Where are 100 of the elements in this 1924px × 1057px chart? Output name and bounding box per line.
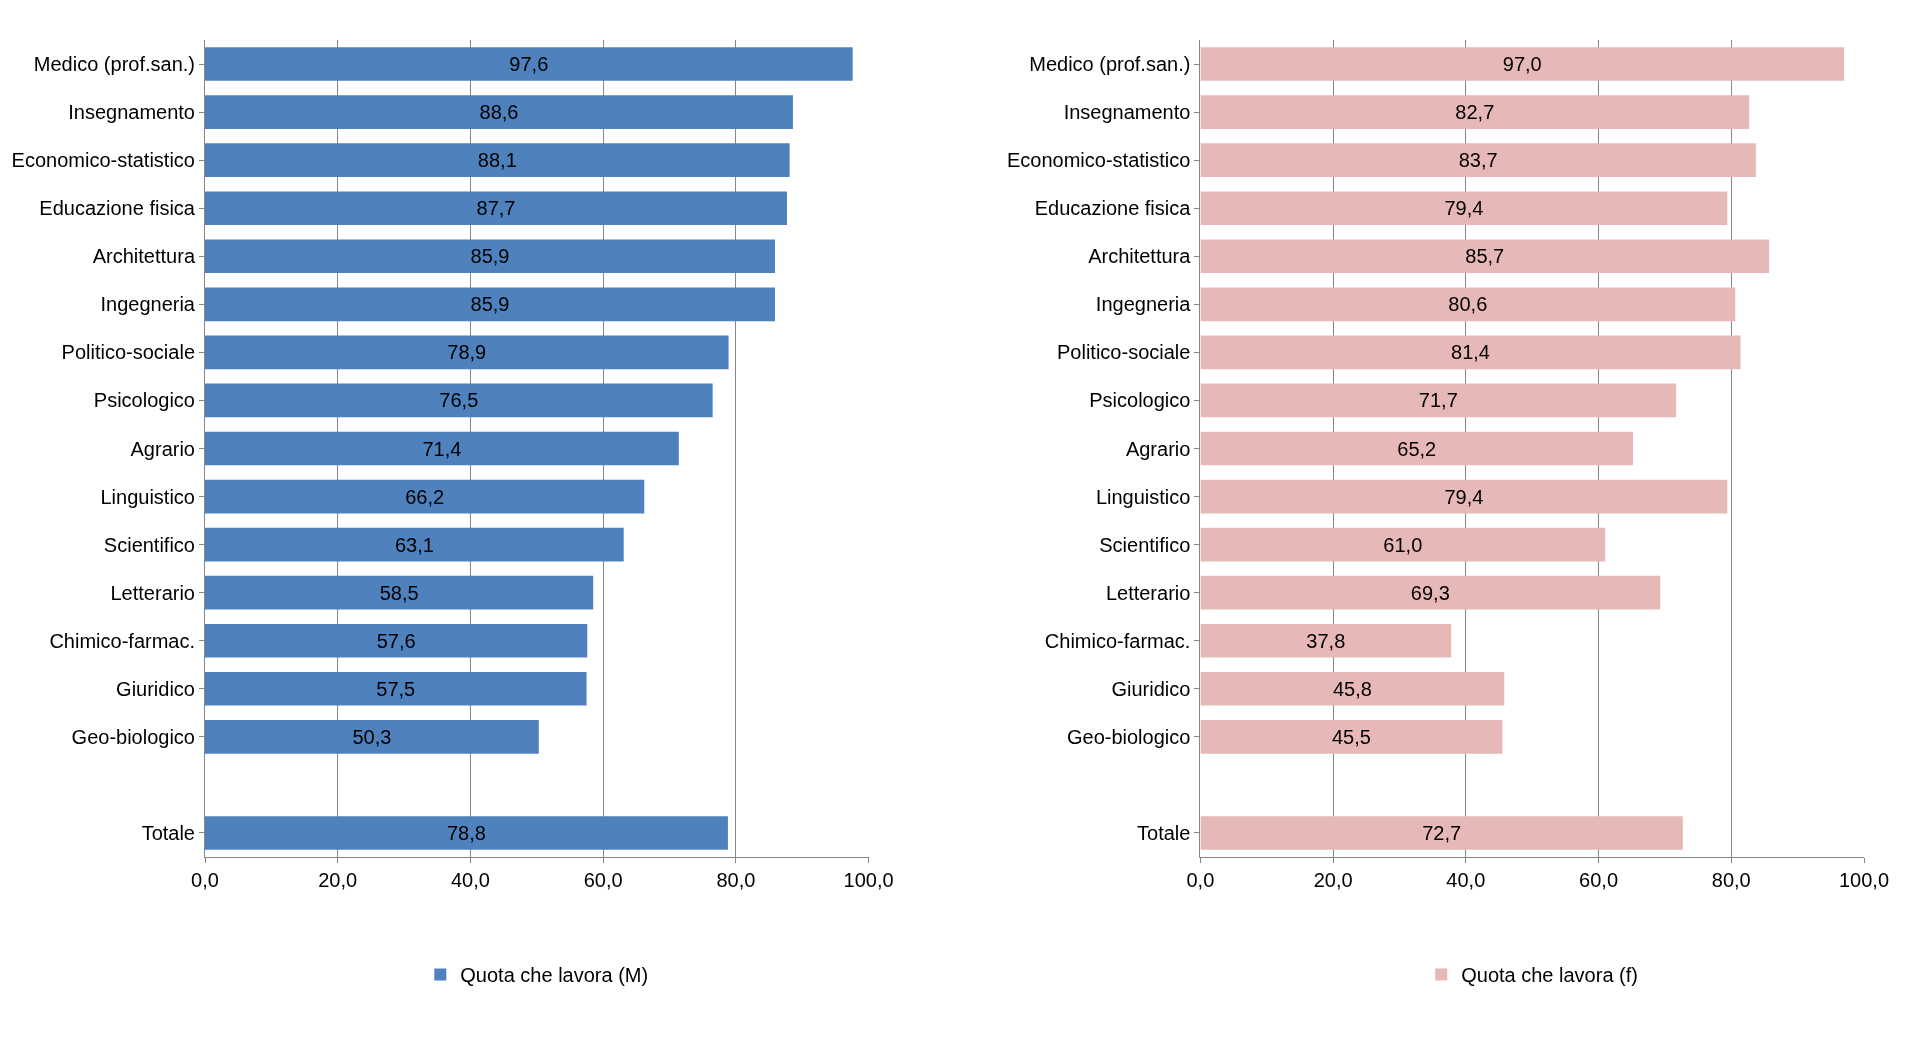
bar [205,239,776,274]
y-tick-label: Medico (prof.san.) [33,53,195,76]
data-label: 66,2 [405,485,445,508]
data-label: 83,7 [1458,149,1498,172]
y-tick-label: Architettura [92,245,196,268]
bar [205,95,793,129]
y-tick-label: Letterario [1105,581,1191,604]
data-label: 78,9 [447,341,487,364]
x-tick-label: 100,0 [1838,869,1890,891]
bar [205,527,624,562]
bar [1200,431,1634,466]
y-tick-label: Totale [1137,821,1191,844]
bar [205,191,787,226]
data-label: 57,6 [376,629,416,652]
x-tick-label: 0,0 [1186,869,1215,891]
data-label: 80,6 [1448,293,1488,316]
bar [205,47,853,81]
bar [205,720,539,754]
data-label: 57,5 [376,677,416,700]
y-tick-label: Psicologico [1089,389,1191,412]
x-tick-label: 20,0 [1313,869,1353,891]
bar [205,816,728,850]
data-label: 65,2 [1397,437,1437,460]
data-label: 79,4 [1444,485,1484,508]
bar [205,143,790,177]
y-tick-label: Letterario [110,581,195,604]
y-tick-label: Totale [141,821,195,844]
bar [205,287,776,322]
y-tick-label: Educazione fisica [1034,197,1192,220]
bar [205,575,594,610]
bar [1200,623,1452,658]
data-label: 61,0 [1383,533,1423,556]
y-tick-label: Scientifico [1099,533,1191,556]
data-label: 88,1 [477,149,517,172]
data-label: 97,6 [509,53,549,76]
y-tick-label: Giuridico [1111,677,1191,700]
bar [205,479,645,514]
data-label: 58,5 [379,581,419,604]
x-tick-label: 60,0 [583,869,623,891]
y-tick-label: Agrario [130,437,195,460]
bar [1200,239,1770,274]
data-label: 37,8 [1306,629,1346,652]
bar [205,431,679,466]
y-tick-label: Linguistico [1095,485,1191,508]
y-tick-label: Medico (prof.san.) [1029,53,1191,76]
bar [205,623,588,658]
data-label: 82,7 [1455,101,1495,124]
bar [1200,527,1606,562]
y-tick-label: Politico-sociale [1057,341,1191,364]
y-tick-label: Educazione fisica [39,197,196,220]
data-label: 78,8 [446,821,486,844]
data-label: 45,8 [1332,677,1372,700]
y-tick-label: Economico-statistico [1006,149,1191,172]
bar [1200,143,1756,177]
data-label: 69,3 [1410,581,1450,604]
y-tick-label: Ingegneria [1095,293,1192,316]
y-tick-label: Chimico-farmac. [1044,629,1191,652]
x-tick-label: 20,0 [318,869,358,891]
x-tick-label: 80,0 [1711,869,1751,891]
bar [1200,335,1741,370]
x-tick-label: 60,0 [1579,869,1619,891]
bar [1200,479,1728,514]
data-label: 88,6 [479,101,519,124]
data-label: 63,1 [394,533,434,556]
y-tick-label: Psicologico [93,389,195,412]
bar [1200,191,1728,226]
data-label: 97,0 [1502,53,1542,76]
data-label: 85,9 [470,245,510,268]
x-tick-label: 0,0 [191,869,219,891]
data-label: 85,7 [1465,245,1505,268]
legend-label: Quota che lavora (M) [460,964,649,987]
bar [1200,671,1505,706]
data-label: 45,5 [1331,725,1371,748]
bar [1200,720,1503,754]
bar [1200,95,1750,129]
y-tick-label: Chimico-farmac. [49,629,195,652]
data-label: 76,5 [439,389,479,412]
y-tick-label: Agrario [1125,437,1191,460]
y-tick-label: Ingegneria [100,293,196,316]
data-label: 50,3 [352,725,392,748]
data-label: 72,7 [1422,821,1462,844]
data-label: 79,4 [1444,197,1484,220]
legend-label: Quota che lavora (f) [1461,964,1638,987]
bar [205,383,713,418]
x-tick-label: 80,0 [716,869,756,891]
y-tick-label: Giuridico [116,677,195,700]
bar [1200,47,1845,81]
y-tick-label: Economico-statistico [11,149,195,172]
data-label: 71,4 [422,437,462,460]
y-tick-label: Insegnamento [1063,101,1191,124]
y-tick-label: Insegnamento [68,101,195,124]
data-label: 85,9 [470,293,510,316]
y-tick-label: Linguistico [100,485,195,508]
data-label: 81,4 [1451,341,1490,364]
x-tick-label: 40,0 [1446,869,1486,891]
y-tick-label: Geo-biologico [71,725,195,748]
x-tick-label: 100,0 [843,869,894,891]
bar [205,335,729,370]
data-label: 71,7 [1418,389,1458,412]
x-tick-label: 40,0 [450,869,490,891]
